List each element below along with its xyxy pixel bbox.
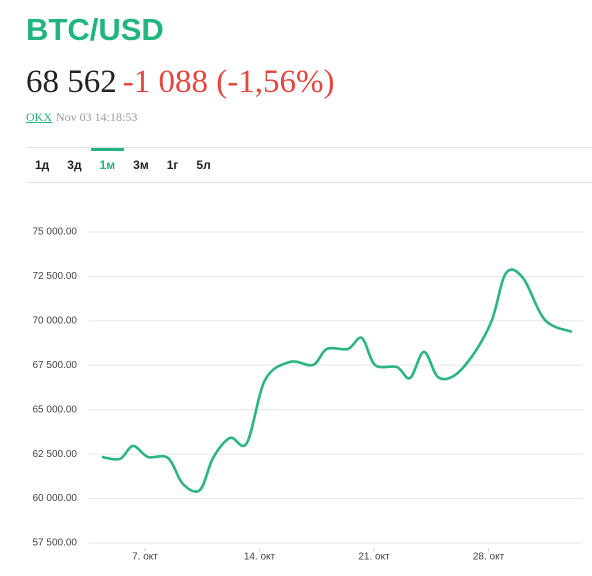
tabs: 1д 3д 1м 3м 1г 5л [26, 148, 220, 182]
title: BTC/USD [26, 12, 164, 47]
price-row: 68 562 -1 088 (-1,56%) [26, 64, 334, 101]
range-tab[interactable]: 1г [166, 158, 179, 172]
change: -1 088 (-1,56%) [122, 64, 335, 100]
y-tick-label: 65 000.00 [33, 404, 78, 415]
x-tick-label: 28. окт [473, 552, 505, 563]
range-tab[interactable]: 1м [90, 148, 125, 182]
meta: OKX Nov 03 14:18:53 [26, 110, 137, 125]
timestamp: Nov 03 14:18:53 [56, 110, 138, 124]
y-tick-label: 62 500.00 [33, 449, 78, 460]
y-tick-label: 72 500.00 [33, 271, 78, 282]
x-tick-label: 21. окт [358, 552, 390, 563]
x-tick-label: 7. окт [132, 552, 158, 563]
y-tick-label: 60 000.00 [33, 493, 78, 504]
range-tab[interactable]: 1д [35, 158, 50, 172]
range-tab[interactable]: 3м [133, 158, 149, 172]
y-tick-label: 70 000.00 [33, 316, 78, 327]
separator [26, 182, 592, 183]
separator [26, 147, 592, 148]
y-tick-label: 75 000.00 [33, 227, 78, 238]
range-tab[interactable]: 5л [196, 158, 211, 172]
y-tick-label: 57 500.00 [33, 538, 78, 549]
range-tab[interactable]: 3д [67, 158, 82, 172]
price: 68 562 [26, 64, 117, 100]
source-link[interactable]: OKX [26, 110, 52, 124]
price-line [101, 268, 573, 493]
x-tick-label: 14. окт [244, 552, 276, 563]
y-tick-label: 67 500.00 [33, 360, 78, 371]
